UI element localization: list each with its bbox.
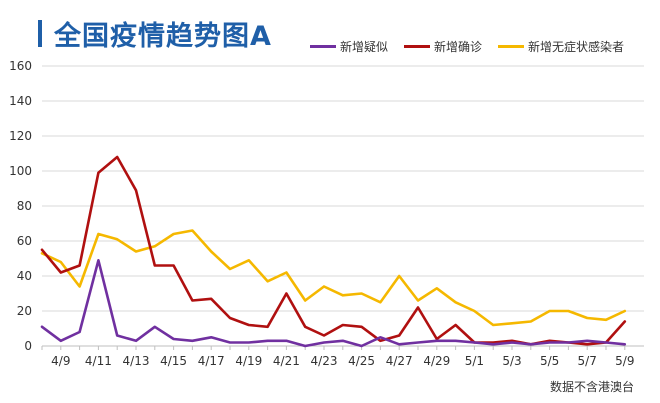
x-tick-label-4-19: 4/19 xyxy=(235,354,262,368)
series-line-confirmed xyxy=(40,155,627,346)
legend-swatch-confirmed xyxy=(404,45,431,48)
x-tick-label-4-17: 4/17 xyxy=(198,354,225,368)
x-tick-label-4-15: 4/15 xyxy=(160,354,187,368)
x-tick-label-4-27: 4/27 xyxy=(386,354,413,368)
x-tick-label-5-7: 5/7 xyxy=(578,354,597,368)
x-tick-label-5-5: 5/5 xyxy=(540,354,559,368)
legend-label-suspected: 新增疑似 xyxy=(340,40,389,54)
series-line-suspected xyxy=(40,258,627,348)
legend-label-confirmed: 新增确诊 xyxy=(434,40,483,54)
y-tick-label-140: 140 xyxy=(9,94,32,108)
chart-legend: 新增疑似 新增确诊 新增无症状感染者 xyxy=(310,38,640,55)
series-line-asymptomatic xyxy=(40,229,627,327)
x-tick-label-5-9: 5/9 xyxy=(615,354,634,368)
legend-label-asymptomatic: 新增无症状感染者 xyxy=(528,40,625,54)
chart-title: 全国疫情趋势图A xyxy=(54,21,272,52)
y-tick-label-120: 120 xyxy=(9,129,32,143)
x-tick-label-5-1: 5/1 xyxy=(465,354,484,368)
x-tick-label-4-29: 4/29 xyxy=(423,354,450,368)
legend-swatch-suspected xyxy=(310,45,336,48)
x-tick-label-4-23: 4/23 xyxy=(311,354,338,368)
x-tick-label-4-11: 4/11 xyxy=(85,354,112,368)
x-tick-label-4-9: 4/9 xyxy=(51,354,70,368)
source-note: 数据不含港澳台 xyxy=(549,380,634,394)
x-tick-label-4-13: 4/13 xyxy=(123,354,150,368)
y-tick-label-40: 40 xyxy=(17,269,32,283)
y-tick-label-80: 80 xyxy=(17,199,32,213)
y-tick-label-60: 60 xyxy=(17,234,32,248)
y-tick-label-0: 0 xyxy=(24,339,32,353)
y-tick-label-100: 100 xyxy=(9,164,32,178)
legend-item-confirmed: 新增确诊 xyxy=(404,38,482,55)
x-tick-label-4-25: 4/25 xyxy=(348,354,375,368)
x-tick-label-5-3: 5/3 xyxy=(502,354,521,368)
legend-item-asymptomatic: 新增无症状感染者 xyxy=(498,38,624,55)
legend-swatch-asymptomatic xyxy=(498,45,525,48)
y-tick-label-160: 160 xyxy=(9,59,32,73)
legend-item-suspected: 新增疑似 xyxy=(310,38,388,55)
x-tick-label-4-21: 4/21 xyxy=(273,354,300,368)
y-tick-label-20: 20 xyxy=(17,304,32,318)
title-accent-bar xyxy=(38,20,42,47)
